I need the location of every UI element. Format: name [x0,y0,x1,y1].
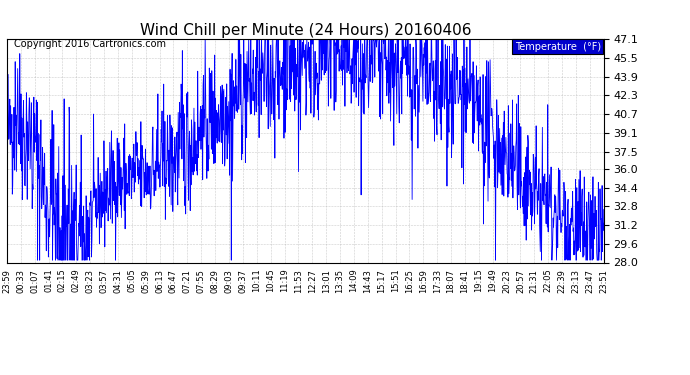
Title: Wind Chill per Minute (24 Hours) 20160406: Wind Chill per Minute (24 Hours) 2016040… [139,23,471,38]
Text: Temperature  (°F): Temperature (°F) [515,42,601,52]
Text: Copyright 2016 Cartronics.com: Copyright 2016 Cartronics.com [14,39,166,50]
